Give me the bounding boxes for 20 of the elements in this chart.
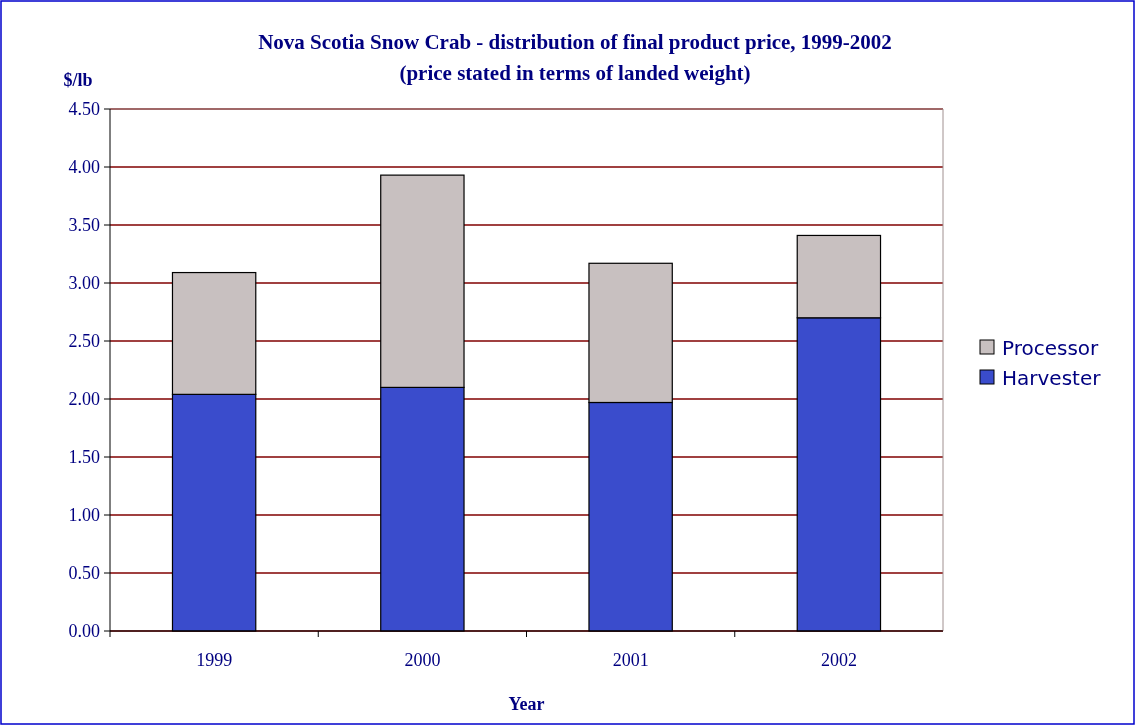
x-tick-label: 2000 [404,650,441,670]
x-axis-title: Year [508,694,545,714]
x-tick-label: 1999 [196,650,233,670]
y-tick-label: 4.50 [68,99,100,120]
y-tick-label: 2.00 [68,389,100,410]
x-tick-label: 2002 [820,650,857,670]
x-tick-label: 2001 [612,650,649,670]
y-tick-label: 1.50 [68,447,100,468]
y-tick-label: 4.00 [68,157,100,178]
y-tick-label: 0.00 [68,621,100,642]
y-tick-label: 3.50 [68,215,100,236]
chart-title: Nova Scotia Snow Crab - distribution of final product price, 1999-2002 [258,30,892,54]
y-tick-label: 0.50 [68,563,100,584]
y-tick-label: 2.50 [68,331,100,352]
legend-label: Harvester [1002,366,1102,390]
legend-label: Processor [1002,336,1100,360]
y-tick-label: 3.00 [68,273,100,294]
y-tick-label: 1.00 [68,505,100,526]
y-axis-title: $/lb [63,70,93,90]
chart-subtitle: (price stated in terms of landed weight) [399,61,751,85]
